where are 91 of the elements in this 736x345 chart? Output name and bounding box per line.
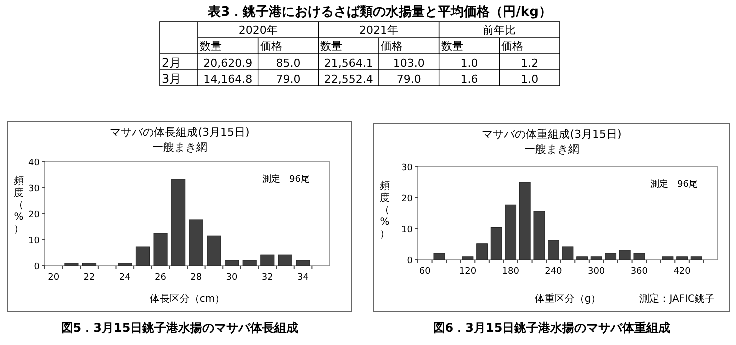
bar (562, 246, 574, 260)
x-tick-label: 240 (545, 267, 563, 277)
x-tick-label: 28 (190, 273, 202, 283)
bar (242, 260, 257, 266)
x-tick-label: 価格 (260, 40, 282, 53)
y-tick-label: 0 (34, 262, 40, 272)
y-tick-label: 10 (28, 236, 40, 246)
data-label: 79.0 (276, 73, 301, 86)
bar (118, 263, 132, 266)
x-tick-label: 数量 (200, 40, 222, 53)
bar (505, 204, 517, 260)
bar (519, 182, 531, 260)
text: 2021年 (360, 24, 398, 37)
y-tick-label: 10 (402, 226, 414, 236)
data-label: 85.0 (276, 57, 301, 70)
bar (434, 253, 446, 260)
y-tick-label: 2月 (162, 56, 182, 70)
bar (690, 256, 702, 260)
annotation: 測定 96尾 (262, 174, 310, 185)
x-tick-label: 300 (588, 267, 606, 277)
y-axis-title: 頻度（%） (380, 180, 390, 240)
bar (534, 211, 546, 260)
x-tick-label: 120 (459, 267, 477, 277)
y-tick-label: 30 (28, 184, 40, 194)
chart-subtitle: 一艘まき網 (152, 141, 208, 154)
data-label: 21,564.1 (324, 57, 374, 70)
chart-title: マサバの体重組成(3月15日) (482, 128, 622, 141)
x-tick-label: 30 (226, 273, 238, 283)
y-tick-label: 3月 (162, 72, 182, 86)
bar (476, 244, 488, 260)
bar (462, 256, 474, 260)
bar (605, 253, 617, 260)
x-tick-label: 34 (298, 273, 310, 283)
bar (548, 240, 560, 260)
bar (189, 220, 204, 266)
data-label: 22,552.4 (324, 73, 374, 86)
x-tick-label: 420 (674, 267, 692, 277)
bar (634, 253, 646, 260)
x-tick-label: 26 (155, 273, 167, 283)
bar (590, 256, 602, 260)
bar (576, 256, 588, 260)
text: 2020年 (238, 24, 278, 37)
caption: 図5．3月15日銚子港水揚のマサバ体長組成 (61, 321, 299, 335)
chart-title: マサバの体長組成(3月15日) (110, 126, 250, 139)
bar (662, 256, 674, 260)
bar (260, 254, 275, 266)
x-tick-label: 360 (630, 267, 648, 277)
x-tick-label: 数量 (320, 40, 343, 53)
bar (676, 256, 688, 260)
bar (296, 260, 310, 266)
data-label: 103.0 (393, 57, 425, 70)
x-tick-label: 価格 (502, 40, 524, 53)
y-tick-label: 20 (402, 194, 414, 204)
x-tick-label: 20 (48, 273, 60, 283)
y-tick-label: 30 (402, 164, 414, 174)
bar (154, 233, 168, 266)
data-label: 20,620.9 (204, 57, 253, 70)
data-label: 79.0 (396, 73, 422, 86)
y-tick-label: 40 (28, 158, 40, 168)
bar (619, 250, 631, 260)
bar (278, 254, 292, 266)
bar (490, 228, 502, 260)
x-tick-label: 22 (84, 273, 96, 283)
text: 測定：JAFIC銚子 (640, 293, 715, 305)
data-label: 1.0 (521, 73, 539, 86)
bar (82, 263, 97, 266)
bar (64, 263, 79, 266)
y-tick-label: 0 (407, 256, 414, 266)
y-tick-label: 20 (28, 210, 40, 220)
chart-subtitle: 一艘まき網 (524, 143, 580, 156)
data-label: 14,164.8 (204, 73, 253, 86)
data-label: 1.2 (521, 57, 539, 70)
bar (136, 246, 150, 266)
x-tick-label: 数量 (441, 40, 464, 53)
bar (207, 236, 222, 266)
chart-title: 表3．銚子港におけるさば類の水揚量と平均価格（円/kg） (207, 5, 552, 20)
y-axis-title: 頻度（%） (14, 175, 24, 235)
x-tick-label: 価格 (381, 40, 403, 53)
annotation: 測定 96尾 (650, 179, 698, 190)
bar (172, 179, 186, 266)
x-axis-title: 体長区分（cm） (150, 293, 226, 305)
data-label: 1.6 (460, 73, 478, 86)
text: 前年比 (483, 24, 516, 37)
x-axis-title: 体重区分（g） (534, 293, 602, 305)
bar (225, 260, 240, 266)
data-label: 1.0 (460, 57, 478, 70)
x-tick-label: 60 (419, 267, 432, 277)
x-tick-label: 32 (262, 273, 274, 283)
caption: 図6．3月15日銚子港水揚のマサバ体重組成 (433, 321, 671, 335)
x-tick-label: 24 (119, 273, 132, 283)
x-tick-label: 180 (502, 267, 520, 277)
